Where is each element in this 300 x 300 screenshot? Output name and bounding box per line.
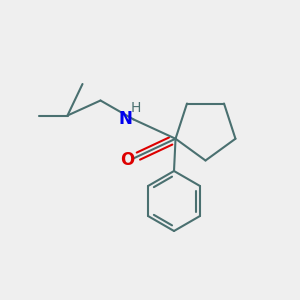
Text: N: N bbox=[118, 110, 132, 128]
Text: H: H bbox=[131, 101, 141, 115]
Text: O: O bbox=[120, 151, 134, 169]
